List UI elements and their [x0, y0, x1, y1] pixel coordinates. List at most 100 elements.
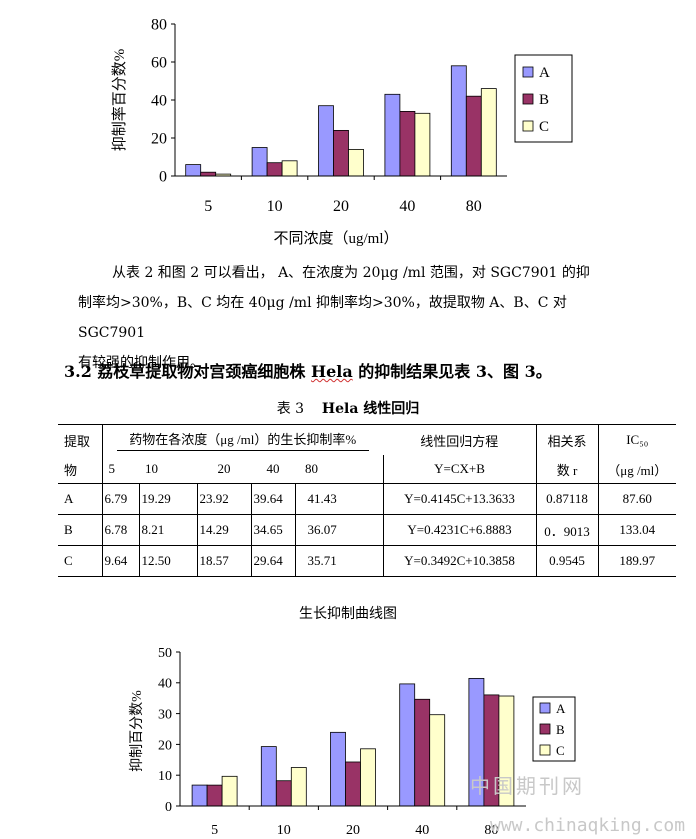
cell-r: 0．9013 — [536, 514, 599, 546]
cell: 6.78 — [102, 514, 140, 546]
table-row: B 6.78 8.21 14.29 34.65 36.07 Y=0.4231C+… — [58, 514, 676, 546]
chart-1-legend: ABC — [514, 54, 573, 143]
chart-2-bars — [191, 677, 515, 807]
bar-C-10 — [290, 767, 307, 807]
bar-B-20 — [333, 129, 349, 177]
legend-label-A: A — [539, 65, 550, 81]
y-tick-label: 60 — [151, 55, 167, 72]
section-heading-pre: 3.2 荔枝草提取物对宫颈癌细胞株 — [64, 362, 311, 381]
x-tick-label: 10 — [277, 823, 291, 838]
row-name: A — [58, 483, 103, 515]
header-extract-2: 物 — [58, 455, 103, 484]
chart-2: 0 10 20 30 40 50 5 10 20 40 80 抑制百分数% ABC — [129, 646, 576, 838]
legend-label-A: A — [556, 701, 566, 716]
x-tick-label: 20 — [333, 198, 349, 215]
x-tick-label: 40 — [415, 823, 429, 838]
bar-A-80 — [450, 65, 467, 177]
y-tick-label: 20 — [151, 131, 167, 148]
bar-C-10 — [281, 160, 298, 177]
bar-A-20 — [330, 731, 346, 807]
y-tick-label: 80 — [151, 17, 167, 34]
cell: 35.71 — [295, 545, 384, 577]
section-heading-post: 的抑制结果见表 3、图 3。 — [352, 362, 552, 381]
chart-1-bars — [185, 65, 497, 177]
header-equation: 线性回归方程 — [383, 424, 537, 455]
regression-table: 提取 药物在各浓度（μg /ml）的生长抑制率% 线性回归方程 相关系 IC₅₀… — [58, 424, 676, 577]
legend-label-C: C — [556, 743, 565, 758]
paragraph-line: 制率均>30%，B、C 均在 40μg /ml 抑制率均>30%，故提取物 A、… — [78, 295, 567, 341]
cell: 19.29 — [139, 483, 198, 515]
body-paragraph: 从表 2 和图 2 可以看出， A、在浓度为 20μg /ml 范围，对 SGC… — [78, 258, 638, 378]
header-conc: 5 — [108, 461, 116, 476]
legend-label-B: B — [539, 92, 549, 108]
x-tick-label: 20 — [346, 823, 360, 838]
x-tick-label: 10 — [267, 198, 283, 215]
header-equation-2: Y=CX+B — [383, 455, 537, 484]
bar-A-5 — [185, 164, 202, 177]
chart-1-y-axis-label: 抑制率百分数% — [111, 49, 128, 152]
bar-B-80 — [465, 95, 482, 177]
bar-B-40 — [399, 111, 416, 177]
y-tick-label: 10 — [158, 769, 172, 784]
watermark-text: 中国期刊网 — [470, 774, 585, 798]
cell: 9.64 — [102, 545, 140, 577]
bar-C-40 — [429, 714, 446, 807]
header-r: 相关系 — [536, 424, 599, 455]
y-tick-label: 20 — [158, 738, 172, 753]
cell: 12.50 — [139, 545, 198, 577]
header-conc: 40 — [266, 461, 280, 476]
bar-A-40 — [384, 93, 401, 177]
table-caption: 表 3 Hela 线性回归 — [0, 398, 696, 418]
cell: 14.29 — [197, 514, 252, 546]
bar-C-80 — [480, 88, 497, 177]
cell-r: 0.9545 — [536, 545, 599, 577]
cell: 6.79 — [102, 483, 140, 515]
header-conc: 80 — [295, 455, 384, 484]
cell-equation: Y=0.3492C+10.3858 — [383, 545, 537, 577]
header-rate: 药物在各浓度（μg /ml）的生长抑制率% — [116, 429, 369, 451]
bar-B-5 — [206, 784, 223, 807]
x-tick-label: 5 — [204, 198, 212, 215]
bar-A-20 — [318, 105, 334, 177]
cell: 29.64 — [251, 545, 296, 577]
watermark-url: www.chinaqking.com — [490, 815, 686, 836]
chart-2-title: 生长抑制曲线图 — [299, 606, 397, 622]
x-tick-label: 40 — [399, 198, 415, 215]
bar-B-40 — [414, 698, 431, 807]
chart-2-y-axis-label: 抑制百分数% — [129, 690, 145, 772]
table-number: 表 3 — [276, 401, 305, 417]
legend-label-B: B — [556, 722, 565, 737]
bar-B-5 — [200, 171, 217, 177]
x-tick-label: 5 — [211, 823, 218, 838]
bar-C-5 — [221, 775, 238, 807]
bar-B-10 — [266, 162, 283, 177]
cell: 36.07 — [295, 514, 384, 546]
header-ic50-2: （μg /ml） — [607, 462, 668, 478]
table-header-row: 提取 药物在各浓度（μg /ml）的生长抑制率% 线性回归方程 相关系 IC₅₀ — [58, 424, 676, 455]
y-tick-label: 0 — [159, 169, 167, 186]
table-header-row: 物 5 10 20 40 80 Y=CX+B 数 r （μg /ml） — [58, 455, 676, 484]
header-conc: 20 — [217, 461, 231, 476]
cell: 8.21 — [139, 514, 198, 546]
bar-C-20 — [348, 148, 364, 177]
cell-r: 0.87118 — [536, 483, 599, 515]
cell-ic50: 133.04 — [598, 514, 676, 546]
bar-A-40 — [399, 683, 416, 807]
paragraph-line: 有较强的抑制作用。 — [78, 355, 204, 371]
bar-A-10 — [251, 147, 268, 177]
cell-ic50: 87.60 — [598, 483, 676, 515]
y-tick-label: 40 — [151, 93, 167, 110]
table-row: C 9.64 12.50 18.57 29.64 35.71 Y=0.3492C… — [58, 545, 676, 577]
cell: 41.43 — [295, 483, 384, 515]
y-tick-label: 50 — [158, 646, 172, 661]
legend-swatch-B — [539, 723, 551, 735]
legend-swatch-C — [539, 744, 551, 756]
header-ic50: IC₅₀ — [598, 424, 676, 455]
bar-A-5 — [191, 784, 208, 807]
cell: 18.57 — [197, 545, 252, 577]
table-row: A 6.79 19.29 23.92 39.64 41.43 Y=0.4145C… — [58, 483, 676, 515]
bar-C-20 — [360, 748, 376, 807]
header-conc: 10 — [145, 461, 158, 476]
bar-B-10 — [275, 780, 292, 807]
